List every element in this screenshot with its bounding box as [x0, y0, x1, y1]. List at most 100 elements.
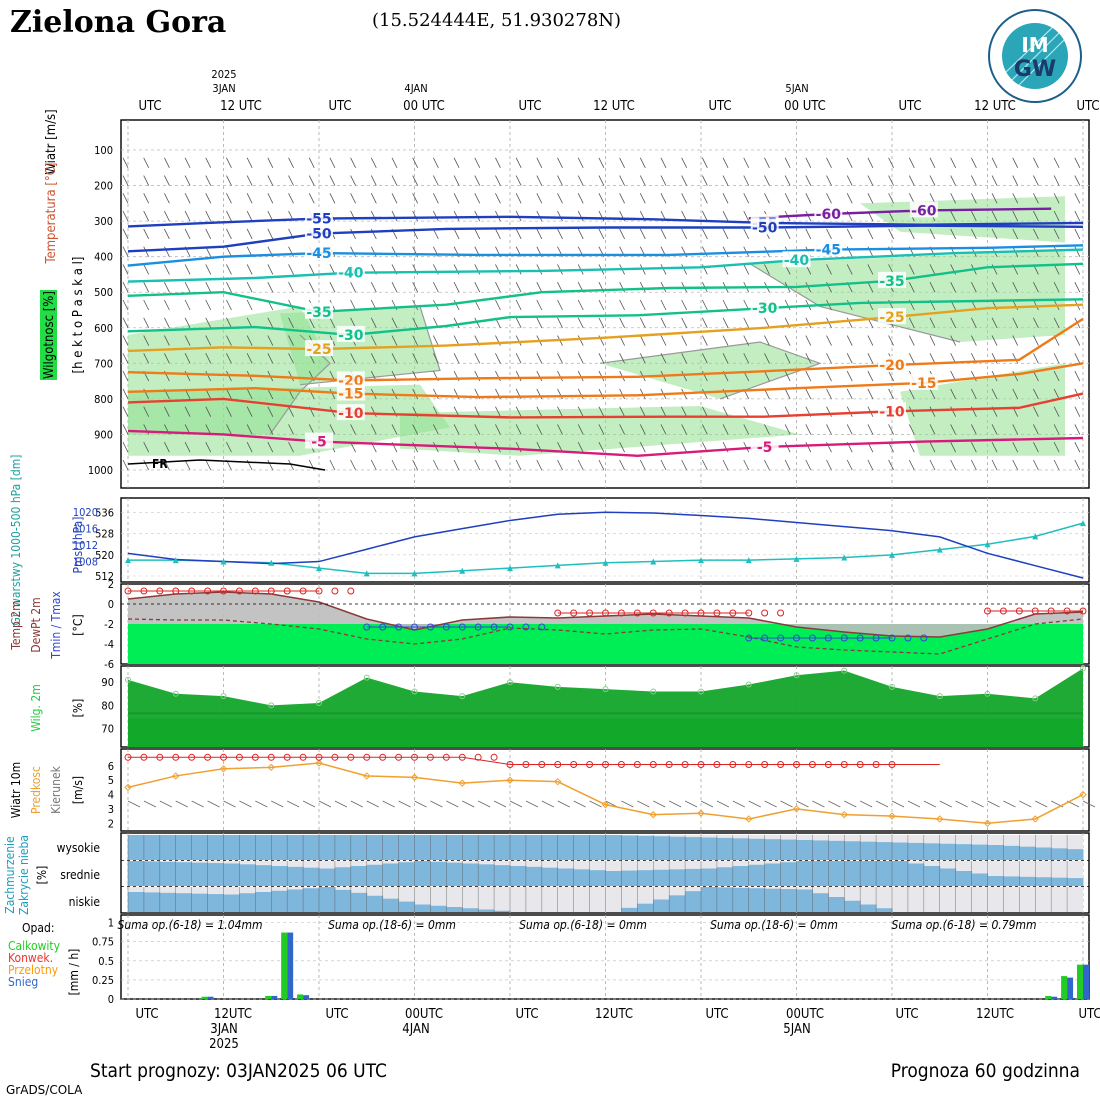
cloud-cover-bar — [860, 841, 877, 860]
humidity-contour — [599, 341, 822, 400]
temp-tick-label: -4 — [104, 638, 114, 651]
cloud-cover-bar — [303, 835, 320, 860]
wind-barb — [184, 299, 191, 311]
wind-barb — [784, 228, 791, 240]
cloud-cover-bar — [446, 835, 463, 860]
wind-barb — [557, 299, 563, 311]
cloud-cover-bar — [812, 893, 829, 912]
wind-barb — [826, 264, 832, 275]
cloud-cover-bar — [716, 837, 734, 860]
logo-text-top: IM — [1021, 33, 1048, 57]
wind-barb — [474, 353, 481, 364]
wind-barb — [391, 353, 398, 364]
wind-barb — [598, 175, 605, 186]
cloud-cover-bar — [175, 835, 193, 860]
precip-legend-total: Calkowity — [8, 939, 61, 953]
wind-barb — [391, 459, 398, 471]
cloud-cover-bar — [462, 863, 479, 886]
wind-barb — [226, 442, 232, 453]
cloud-cover-bar — [223, 835, 240, 860]
wind-speed-marker — [649, 810, 657, 819]
wind-barb — [929, 442, 936, 453]
wind-barb — [226, 157, 232, 168]
forecast-start: Start prognozy: 03JAN2025 06 UTC — [90, 1060, 387, 1082]
wind-barb — [205, 210, 212, 222]
wind-barb — [453, 175, 460, 186]
precip-bar-snow — [303, 995, 310, 999]
cloud-cover-bar — [1019, 846, 1036, 860]
wind-barb — [805, 388, 812, 400]
wind-barb — [991, 459, 998, 471]
precip-bar-total — [1045, 995, 1052, 999]
wind-barb — [702, 388, 708, 400]
wind-barb — [639, 317, 646, 328]
wind-barb — [764, 193, 770, 204]
wind-barb — [681, 442, 688, 453]
cloud-cover-bar — [605, 835, 622, 860]
wind-barb — [515, 353, 522, 364]
ylabel-temp-unit: [°C] — [71, 614, 85, 635]
wind-barb — [991, 157, 998, 168]
wind-barb — [370, 157, 377, 168]
humidity-shading — [750, 249, 1065, 342]
wind-barb — [577, 157, 584, 168]
wind-barb — [515, 282, 522, 293]
wind-barb — [1053, 353, 1060, 364]
pressure-tick-label: 100 — [94, 144, 113, 157]
wind-barb — [226, 264, 232, 275]
isotherm-label-bg — [878, 356, 906, 373]
wind-barb — [1074, 193, 1081, 204]
ylabel-dewpt2m: DewPt 2m — [29, 597, 43, 652]
wind-barb — [888, 157, 894, 168]
wind-barb — [1033, 282, 1039, 293]
precip-sum-label: Suma op.(6-18) = 0mm — [519, 918, 647, 932]
wind-barb — [826, 335, 832, 346]
wind-direction-barb — [1003, 800, 1016, 808]
wind-direction-barb — [541, 800, 555, 808]
wind-barb — [370, 193, 377, 204]
cloud-cover-bar — [462, 908, 479, 912]
pressure-tick-label: 800 — [94, 393, 113, 406]
cloud-cover-bar — [1035, 877, 1052, 886]
cloud-cover-bar — [939, 868, 957, 886]
thickness-marker — [793, 555, 800, 562]
wind-barb — [722, 246, 729, 257]
wind-barb — [681, 299, 688, 311]
top-time-tick-label: UTC — [518, 99, 541, 114]
wind-barb — [681, 228, 688, 240]
humidity-tick-label: 80 — [101, 699, 114, 712]
cloud-cover-bar — [621, 907, 638, 912]
wind-barb — [536, 210, 543, 222]
wind-barb — [246, 193, 253, 204]
cloud-cover-bar — [494, 835, 511, 860]
wind-direction-barb — [366, 800, 379, 808]
wind-barb — [577, 459, 584, 471]
wind-barb — [971, 228, 977, 240]
wind-barb — [867, 459, 874, 471]
wind-barb — [143, 175, 150, 186]
isotherm-label: -45 — [816, 243, 841, 259]
wind-barb — [226, 228, 232, 240]
cloud-cover-bar — [223, 894, 240, 912]
wind-barb — [660, 157, 667, 168]
wind-barb — [702, 459, 708, 471]
cloud-cover-bar — [478, 835, 495, 860]
thickness-marker — [936, 546, 943, 553]
isotherm-label: -60 — [816, 207, 842, 223]
wind-barb — [164, 157, 170, 168]
cloud-cover-bar — [685, 891, 702, 912]
wind-barb — [370, 353, 377, 364]
ylabel-wind-speed: Predkosc — [29, 766, 43, 814]
humidity-shading — [400, 406, 800, 456]
wind-barb — [743, 193, 750, 204]
wind-barb — [205, 157, 212, 168]
precip-sum-label: Suma op.(18-6) = 0mm — [710, 918, 838, 932]
wind-barb — [122, 175, 129, 186]
precip-bar-total — [1061, 976, 1068, 999]
cloud-cover-bar — [398, 862, 415, 886]
wind-barb — [846, 299, 853, 311]
wind-barb — [226, 299, 232, 311]
wind-barb — [702, 335, 708, 346]
wind-barb — [495, 264, 501, 275]
wind-barb — [764, 157, 770, 168]
